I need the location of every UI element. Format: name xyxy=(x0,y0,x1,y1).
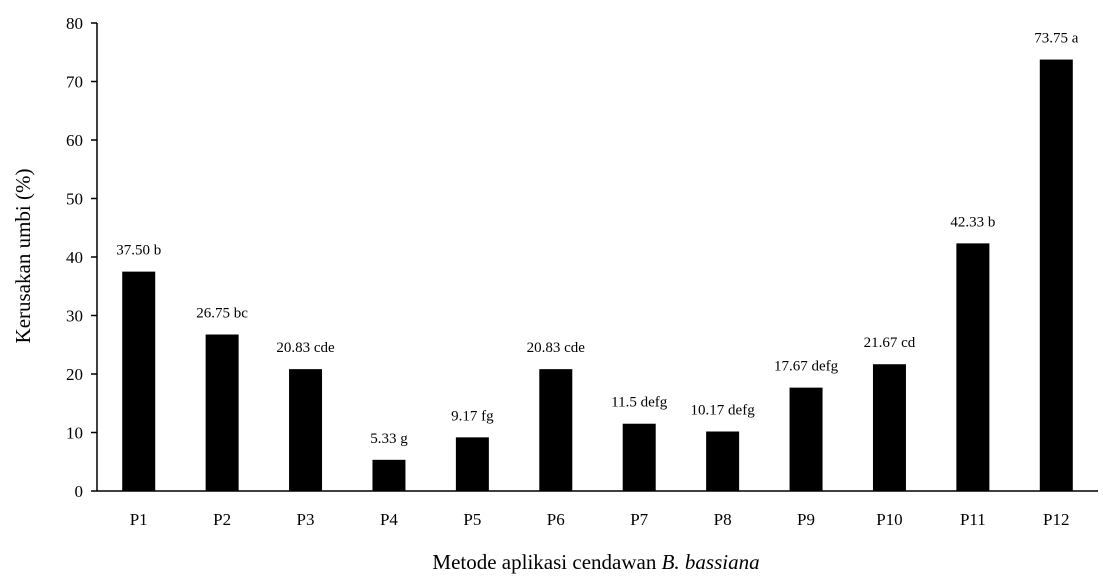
y-tick-label: 20 xyxy=(66,365,83,384)
y-axis-ticks: 0 10 20 30 40 50 60 70 80 xyxy=(66,14,97,501)
bar-p4 xyxy=(372,459,406,491)
bar-label-p1: 37.50 b xyxy=(116,243,161,259)
bar-label-p2: 26.75 bc xyxy=(196,306,248,322)
bar-label-p4: 5.33 g xyxy=(370,431,408,447)
bar-label-p12: 73.75 a xyxy=(1034,31,1079,47)
y-tick-label: 50 xyxy=(66,190,83,209)
bar-p5 xyxy=(455,437,489,491)
x-tick-label-p9: P9 xyxy=(797,510,815,529)
bar-p7 xyxy=(622,423,656,491)
x-tick-label-p7: P7 xyxy=(630,510,648,529)
x-axis-title-main: Metode aplikasi cendawan xyxy=(432,550,661,574)
bar-label-p10: 21.67 cd xyxy=(864,335,916,351)
bar-p10 xyxy=(872,364,906,491)
y-tick-label: 60 xyxy=(66,131,83,150)
y-tick-label: 40 xyxy=(66,248,83,267)
y-tick-label: 70 xyxy=(66,73,83,92)
x-tick-label-p8: P8 xyxy=(714,510,732,529)
bar-p8 xyxy=(706,431,740,491)
x-tick-label-p10: P10 xyxy=(876,510,902,529)
x-axis-ticks: P1 P2 P3 P4 P5 P6 P7 P8 P9 P10 P11 P12 xyxy=(130,510,1070,529)
bar-p6 xyxy=(539,369,573,491)
x-tick-label-p12: P12 xyxy=(1043,510,1069,529)
bar-label-p7: 11.5 defg xyxy=(611,395,668,411)
y-tick-label: 80 xyxy=(66,14,83,33)
x-tick-label-p11: P11 xyxy=(960,510,986,529)
bar-p3 xyxy=(289,369,323,491)
bar-label-p5: 9.17 fg xyxy=(451,408,494,424)
x-axis-title: Metode aplikasi cendawan B. bassiana xyxy=(432,550,759,574)
bar-label-p11: 42.33 b xyxy=(950,214,995,230)
y-tick-label: 0 xyxy=(75,482,84,501)
bar-p2 xyxy=(205,334,239,491)
x-tick-label-p3: P3 xyxy=(297,510,315,529)
bar-p12 xyxy=(1039,59,1073,491)
bar-labels: 37.50 b 26.75 bc 20.83 cde 5.33 g 9.17 fg 20.… xyxy=(116,31,1078,447)
x-axis-title-italic: B. bassiana xyxy=(662,550,760,574)
bar-label-p3: 20.83 cde xyxy=(276,340,335,356)
x-tick-label-p4: P4 xyxy=(380,510,398,529)
x-tick-label-p6: P6 xyxy=(547,510,565,529)
y-tick-label: 10 xyxy=(66,424,83,443)
bar-p11 xyxy=(956,243,990,491)
x-tick-label-p5: P5 xyxy=(463,510,481,529)
x-tick-label-p2: P2 xyxy=(213,510,231,529)
x-tick-label-p1: P1 xyxy=(130,510,148,529)
bar-p9 xyxy=(789,387,823,491)
bar-label-p8: 10.17 defg xyxy=(691,403,756,419)
y-tick-label: 30 xyxy=(66,307,83,326)
bar-p1 xyxy=(122,271,156,491)
bar-label-p9: 17.67 defg xyxy=(774,359,839,375)
bar-label-p6: 20.83 cde xyxy=(527,340,586,356)
y-axis-title: Kerusakan umbi (%) xyxy=(11,169,35,344)
bars xyxy=(122,59,1073,491)
